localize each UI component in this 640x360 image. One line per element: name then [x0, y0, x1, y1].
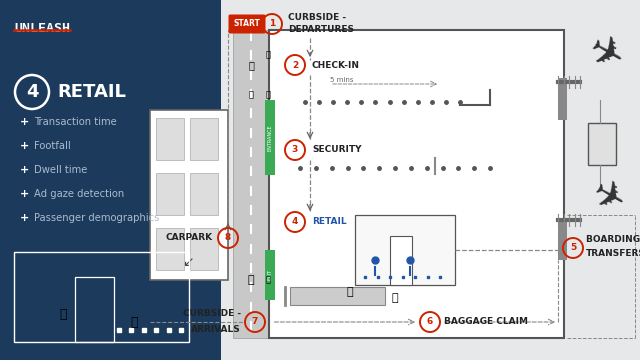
Text: START: START [234, 19, 260, 28]
Bar [588, 123, 616, 165]
FancyBboxPatch shape [228, 14, 266, 33]
Text: EXIT: EXIT [268, 270, 273, 280]
Bar [76, 277, 114, 342]
Text: 👤: 👤 [60, 307, 67, 320]
Text: 🚌: 🚌 [248, 275, 254, 285]
Bar [265, 250, 275, 300]
Text: CURBSIDE -: CURBSIDE - [183, 309, 241, 318]
Text: 🚗: 🚗 [248, 90, 253, 99]
Bar [265, 100, 275, 175]
Bar [233, 30, 269, 338]
Text: Passenger demographics: Passenger demographics [34, 213, 159, 223]
Bar [0, 0, 221, 360]
Text: 👤: 👤 [130, 315, 138, 328]
Text: BOARDING &: BOARDING & [586, 235, 640, 244]
Text: SECURITY: SECURITY [312, 145, 362, 154]
Bar [390, 236, 412, 285]
Text: RETAIL: RETAIL [57, 83, 126, 101]
Text: ARRIVALS: ARRIVALS [191, 324, 241, 333]
Text: 🧳: 🧳 [347, 287, 353, 297]
Text: Transaction time: Transaction time [34, 117, 116, 127]
Text: ✈: ✈ [579, 28, 630, 82]
Text: TRANSFERS: TRANSFERS [586, 249, 640, 258]
Text: DEPARTURES: DEPARTURES [288, 26, 354, 35]
Text: ENTRANCE: ENTRANCE [268, 125, 273, 151]
Bar [190, 228, 218, 270]
Text: CURBSIDE -: CURBSIDE - [288, 13, 346, 22]
Bar [156, 118, 184, 160]
Bar [156, 228, 184, 270]
Bar [14, 252, 189, 342]
Text: 5: 5 [570, 243, 576, 252]
Text: UNLEASH: UNLEASH [14, 22, 70, 35]
Bar [190, 118, 218, 160]
Bar [269, 30, 564, 338]
Text: Ad gaze detection: Ad gaze detection [34, 189, 124, 199]
Text: +: + [20, 165, 29, 175]
Text: 🧍: 🧍 [266, 90, 271, 99]
Text: 5 mins: 5 mins [330, 77, 353, 83]
Text: +: + [20, 117, 29, 127]
Text: +: + [20, 141, 29, 151]
Text: 🚶: 🚶 [266, 50, 271, 59]
Text: CARPARK: CARPARK [166, 234, 213, 243]
Text: RETAIL: RETAIL [312, 217, 347, 226]
Text: CHECK-IN: CHECK-IN [312, 60, 360, 69]
Text: 🚶: 🚶 [266, 275, 271, 284]
Text: 3: 3 [292, 145, 298, 154]
Text: 2: 2 [292, 60, 298, 69]
Text: 🚗: 🚗 [248, 60, 254, 70]
Text: BAGGAGE CLAIM: BAGGAGE CLAIM [444, 318, 528, 327]
Bar [156, 173, 184, 215]
Text: 🛄: 🛄 [392, 293, 398, 303]
Bar [558, 78, 567, 120]
Text: 7: 7 [252, 318, 258, 327]
Text: Dwell time: Dwell time [34, 165, 88, 175]
Text: 6: 6 [427, 318, 433, 327]
Text: +: + [20, 189, 29, 199]
Text: 4: 4 [292, 217, 298, 226]
Bar [355, 215, 455, 285]
Text: 1: 1 [269, 19, 275, 28]
Bar [190, 173, 218, 215]
Bar [290, 287, 385, 305]
Text: ↙︎: ↙︎ [183, 255, 195, 269]
Text: ✈: ✈ [584, 174, 632, 222]
Text: +: + [20, 213, 29, 223]
Bar [150, 110, 228, 280]
Text: Footfall: Footfall [34, 141, 71, 151]
Text: 8: 8 [225, 234, 231, 243]
Bar [558, 218, 567, 260]
Text: 4: 4 [26, 83, 38, 101]
